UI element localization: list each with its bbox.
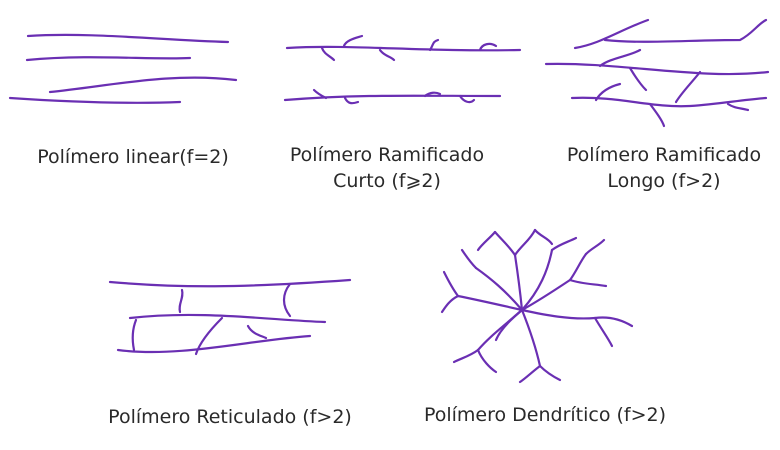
short-branch (428, 38, 440, 52)
dendron-branch (460, 248, 478, 270)
dendron-branch (550, 236, 578, 252)
dendron-branch (476, 348, 498, 374)
linear-chain (8, 96, 182, 104)
crosslink (178, 288, 184, 314)
dendron-branch (520, 308, 542, 368)
dendron-branch (440, 294, 460, 314)
long-branched-polymer-drawing (544, 18, 770, 128)
short-branch (343, 96, 360, 105)
long-branch (594, 82, 622, 102)
caption-linear-polymer: Polímero linear(f=2) (18, 144, 248, 170)
long-branch (674, 70, 702, 104)
linear-chain (26, 33, 230, 44)
network-chain (116, 334, 312, 354)
dendron-branch (593, 316, 614, 348)
short-branched-polymer-drawing (283, 34, 522, 105)
dendron-branch (520, 308, 597, 320)
dendron-branch (533, 228, 554, 246)
short-branch (320, 46, 336, 62)
caption-dendritic-polymer: Polímero Dendrítico (f>2) (405, 402, 685, 428)
crosslink (282, 282, 292, 318)
caption-line: Polímero Reticulado (f>2) (108, 406, 352, 428)
backbone-chain (570, 96, 768, 108)
short-branch (478, 42, 498, 52)
caption-line: Polímero Ramificado (566, 144, 762, 166)
long-branch (648, 102, 666, 128)
long-branch (628, 66, 648, 92)
caption-line: Longo (f>2) (607, 170, 721, 192)
dendron-branch (538, 364, 562, 382)
dendron-branch (442, 270, 460, 298)
dendron-branch (476, 230, 497, 252)
dendron-branch (513, 228, 537, 257)
network-chain (108, 278, 352, 288)
crosslink (131, 318, 138, 352)
dendron-branch (568, 252, 588, 282)
caption-line: Curto (f⩾2) (333, 170, 441, 192)
dendron-branch (493, 230, 517, 257)
long-branch (726, 102, 750, 112)
crosslinked-polymer-drawing (108, 278, 352, 356)
dendron-branch (593, 316, 634, 328)
short-branch (458, 94, 476, 104)
short-branch (378, 48, 396, 62)
long-branch (598, 48, 642, 68)
backbone-chain (544, 62, 770, 76)
caption-long-branched-polymer: Polímero Ramificado Longo (f>2) (548, 142, 780, 194)
long-branch (573, 18, 650, 50)
caption-line: Polímero Dendrítico (f>2) (423, 404, 667, 426)
linear-chain (48, 76, 238, 94)
dendron-branch (452, 348, 480, 364)
dendron-branch (494, 308, 524, 342)
dendron-branch (513, 253, 524, 312)
caption-short-branched-polymer: Polímero Ramificado Curto (f⩾2) (272, 142, 502, 194)
short-branch (423, 91, 442, 98)
dendron-branch (474, 266, 524, 312)
dendron-branch (568, 278, 608, 288)
dendritic-polymer-drawing (440, 228, 634, 384)
caption-crosslinked-polymer: Polímero Reticulado (f>2) (90, 404, 370, 430)
linear-chain (25, 56, 192, 62)
short-branch (342, 34, 364, 48)
short-branch (312, 88, 328, 100)
dendron-branch (518, 364, 542, 384)
long-branch (603, 18, 768, 43)
dendron-branch (584, 238, 606, 256)
dendron-branch (520, 248, 554, 312)
backbone-chain (283, 94, 502, 102)
linear-polymer-drawing (8, 33, 238, 104)
caption-line: Polímero Ramificado (289, 144, 485, 166)
crosslink (246, 324, 268, 340)
network-chain (128, 313, 327, 324)
dendron-branch (456, 294, 524, 312)
crosslink (194, 316, 224, 356)
backbone-chain (285, 45, 522, 52)
dendron-branch (520, 278, 572, 312)
caption-line: Polímero linear(f=2) (37, 146, 229, 168)
